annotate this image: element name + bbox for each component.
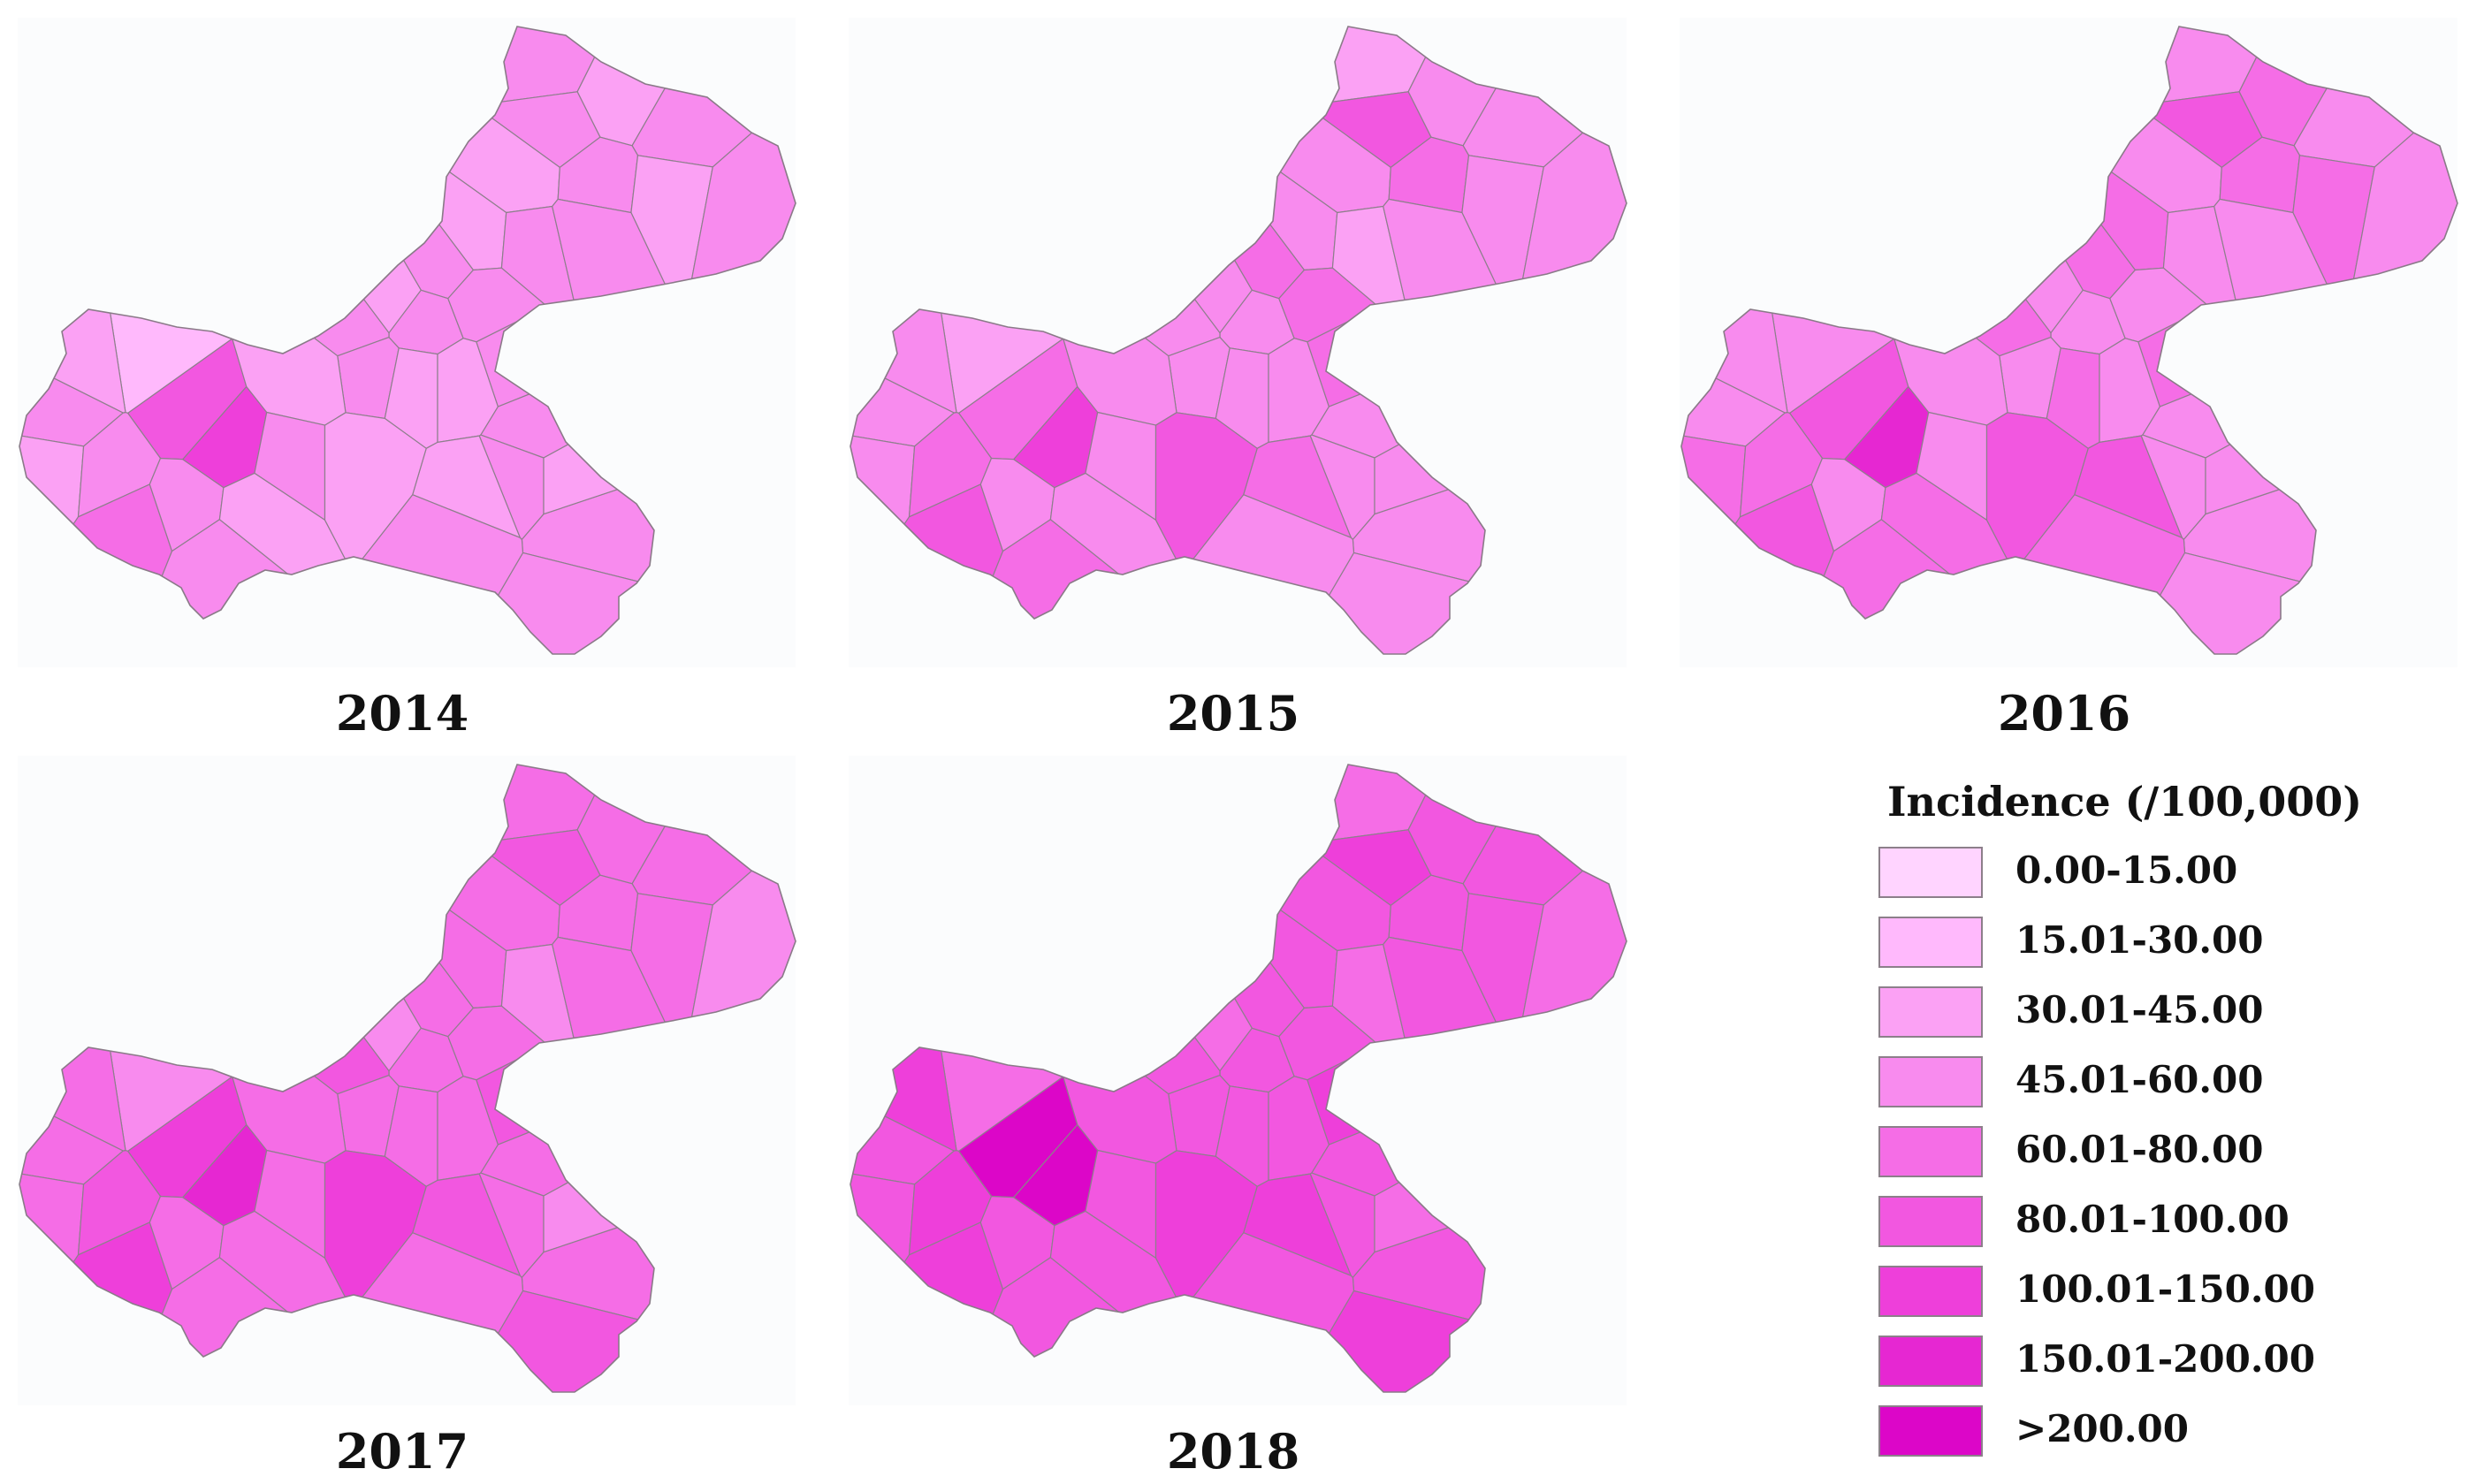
year-label: 2015	[1166, 685, 1300, 742]
legend-swatch	[1878, 1336, 1983, 1387]
district-polygon	[163, 765, 646, 844]
district-polygon	[19, 424, 85, 654]
legend-swatch	[1878, 1266, 1983, 1317]
legend-label: 30.01-45.00	[2015, 988, 2264, 1031]
district-polygon	[1111, 789, 1306, 1038]
region-outline	[850, 26, 1627, 655]
district-polygon	[2205, 370, 2457, 515]
district-polygon	[543, 370, 796, 515]
legend-item: 15.01-30.00	[1874, 917, 2440, 971]
legend-swatch	[1878, 1196, 1983, 1247]
legend-label: 60.01-80.00	[2015, 1128, 2264, 1171]
district-polygon	[2142, 347, 2366, 459]
district-polygon	[163, 27, 646, 106]
district-polygon	[1985, 412, 2089, 574]
district-polygon	[543, 1108, 796, 1253]
year-label: 2018	[1166, 1423, 1300, 1480]
district-polygon	[324, 412, 427, 574]
district-polygon	[280, 789, 475, 1038]
year-label: 2017	[335, 1423, 469, 1480]
district-polygon	[1017, 27, 1253, 334]
district-polygon	[2293, 27, 2457, 168]
district-polygon	[480, 347, 704, 459]
district-polygon	[1017, 765, 1253, 1072]
district-polygon	[1044, 837, 1221, 1095]
district-polygon	[480, 1085, 704, 1197]
district-polygon	[1311, 347, 1535, 459]
legend-swatch	[1878, 1405, 1983, 1457]
choropleth-map	[850, 26, 1627, 655]
legend-item: 60.01-80.00	[1874, 1126, 2440, 1181]
map-panel-2014: 2014	[0, 0, 804, 747]
legend-item: 0.00-15.00	[1874, 847, 2440, 902]
legend-label: 100.01-150.00	[2015, 1267, 2315, 1311]
district-polygon	[19, 1162, 85, 1392]
district-polygon	[994, 27, 1477, 106]
district-polygon	[850, 1162, 916, 1392]
district-polygon	[1374, 370, 1627, 515]
legend-swatch	[1878, 917, 1983, 968]
district-polygon	[280, 51, 475, 300]
legend-item: 80.01-100.00	[1874, 1196, 2440, 1251]
district-polygon	[187, 765, 423, 1072]
legend-title: Incidence (/100,000)	[1887, 778, 2362, 826]
region-outline	[1680, 26, 2458, 655]
legend-label: 0.00-15.00	[2015, 849, 2238, 892]
choropleth-map	[19, 26, 796, 655]
map-panel-2018: 2018	[831, 738, 1635, 1484]
legend-swatch	[1878, 1126, 1983, 1177]
region-outline	[850, 764, 1627, 1393]
district-polygon	[19, 27, 126, 414]
district-polygon	[1154, 412, 1258, 574]
choropleth-map	[850, 764, 1627, 1393]
legend-swatch	[1878, 1056, 1983, 1107]
district-polygon	[850, 424, 916, 654]
legend-item: >200.00	[1874, 1405, 2440, 1460]
legend-label: 80.01-100.00	[2015, 1198, 2290, 1241]
district-polygon	[213, 99, 390, 357]
district-polygon	[850, 765, 957, 1152]
district-polygon	[187, 27, 423, 334]
district-polygon	[1681, 424, 1747, 654]
district-polygon	[994, 765, 1477, 844]
map-panel-2015: 2015	[831, 0, 1635, 747]
district-polygon	[1374, 1108, 1627, 1253]
legend-item: 45.01-60.00	[1874, 1056, 2440, 1111]
district-polygon	[1044, 99, 1221, 357]
year-label: 2014	[335, 685, 469, 742]
legend-swatch	[1878, 847, 1983, 898]
region-outline	[19, 26, 796, 655]
legend-label: 150.01-200.00	[2015, 1337, 2315, 1381]
legend-item: 150.01-200.00	[1874, 1336, 2440, 1390]
year-label: 2016	[1997, 685, 2131, 742]
region-outline	[19, 764, 796, 1393]
legend-label: >200.00	[2015, 1407, 2189, 1450]
district-polygon	[631, 765, 796, 906]
district-polygon	[1942, 51, 2137, 300]
district-polygon	[324, 1150, 427, 1312]
district-polygon	[1111, 51, 1306, 300]
legend-item: 30.01-45.00	[1874, 986, 2440, 1041]
map-panel-2017: 2017	[0, 738, 804, 1484]
district-polygon	[213, 837, 390, 1095]
district-polygon	[850, 27, 957, 414]
choropleth-map	[19, 764, 796, 1393]
legend-swatch	[1878, 986, 1983, 1038]
district-polygon	[1311, 1085, 1535, 1197]
legend-label: 15.01-30.00	[2015, 918, 2264, 962]
map-panel-2016: 2016	[1662, 0, 2466, 747]
district-polygon	[631, 27, 796, 168]
district-polygon	[1462, 27, 1627, 168]
district-polygon	[1462, 765, 1627, 906]
district-polygon	[1848, 27, 2084, 334]
choropleth-map	[1680, 26, 2458, 655]
legend: Incidence (/100,000) 0.00-15.00 15.01-30…	[1874, 778, 2475, 1476]
legend-item: 100.01-150.00	[1874, 1266, 2440, 1320]
district-polygon	[19, 765, 126, 1152]
district-polygon	[1875, 99, 2052, 357]
district-polygon	[1154, 1150, 1258, 1312]
legend-label: 45.01-60.00	[2015, 1058, 2264, 1101]
district-polygon	[1825, 27, 2308, 106]
district-polygon	[1681, 27, 1788, 414]
